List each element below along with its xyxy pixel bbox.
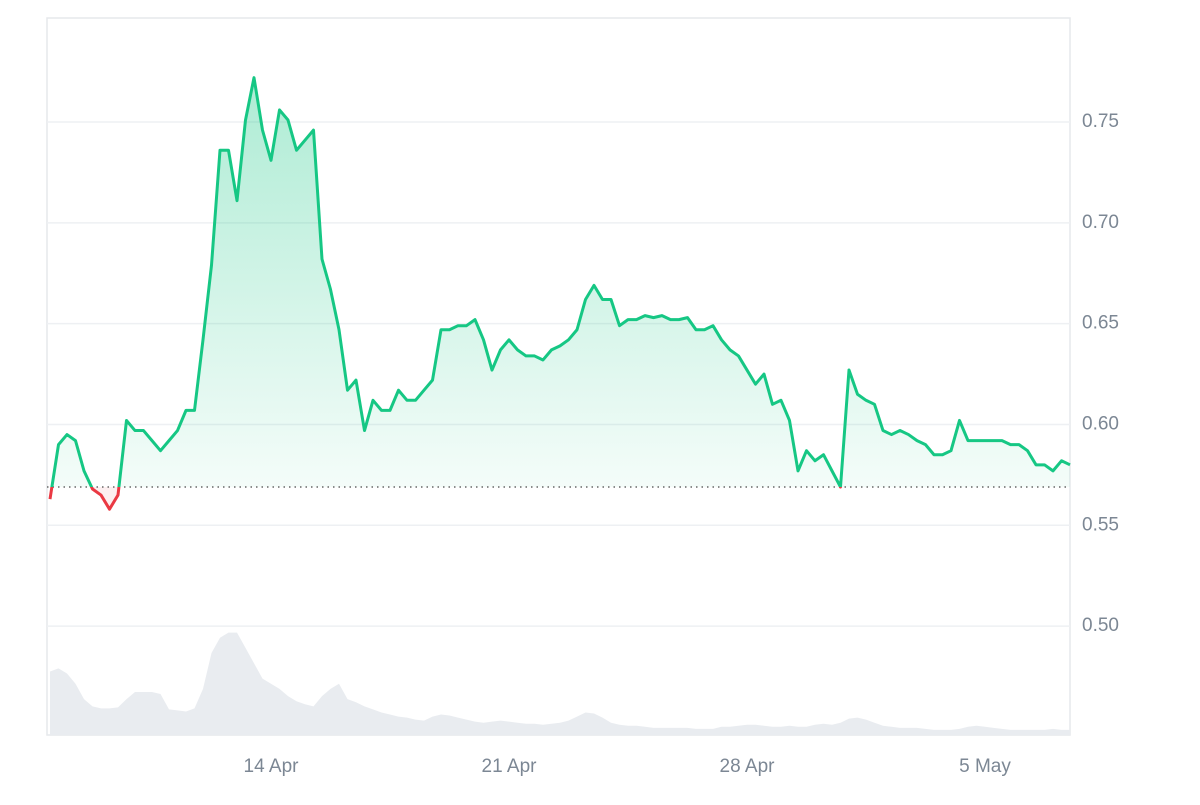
y-tick-label: 0.50 (1082, 615, 1119, 636)
y-tick-label: 0.55 (1082, 514, 1119, 535)
area-up (51, 77, 1070, 487)
x-tick-label: 21 Apr (482, 756, 538, 777)
y-tick-label: 0.65 (1082, 313, 1119, 334)
y-tick-label: 0.60 (1082, 414, 1119, 435)
x-tick-label: 5 May (959, 756, 1011, 777)
x-tick-label: 28 Apr (720, 756, 776, 777)
y-tick-label: 0.70 (1082, 212, 1119, 233)
x-tick-label: 14 Apr (244, 756, 300, 777)
volume-area (50, 632, 1070, 735)
y-tick-label: 0.75 (1082, 111, 1119, 132)
price-line-up (50, 76, 1071, 487)
